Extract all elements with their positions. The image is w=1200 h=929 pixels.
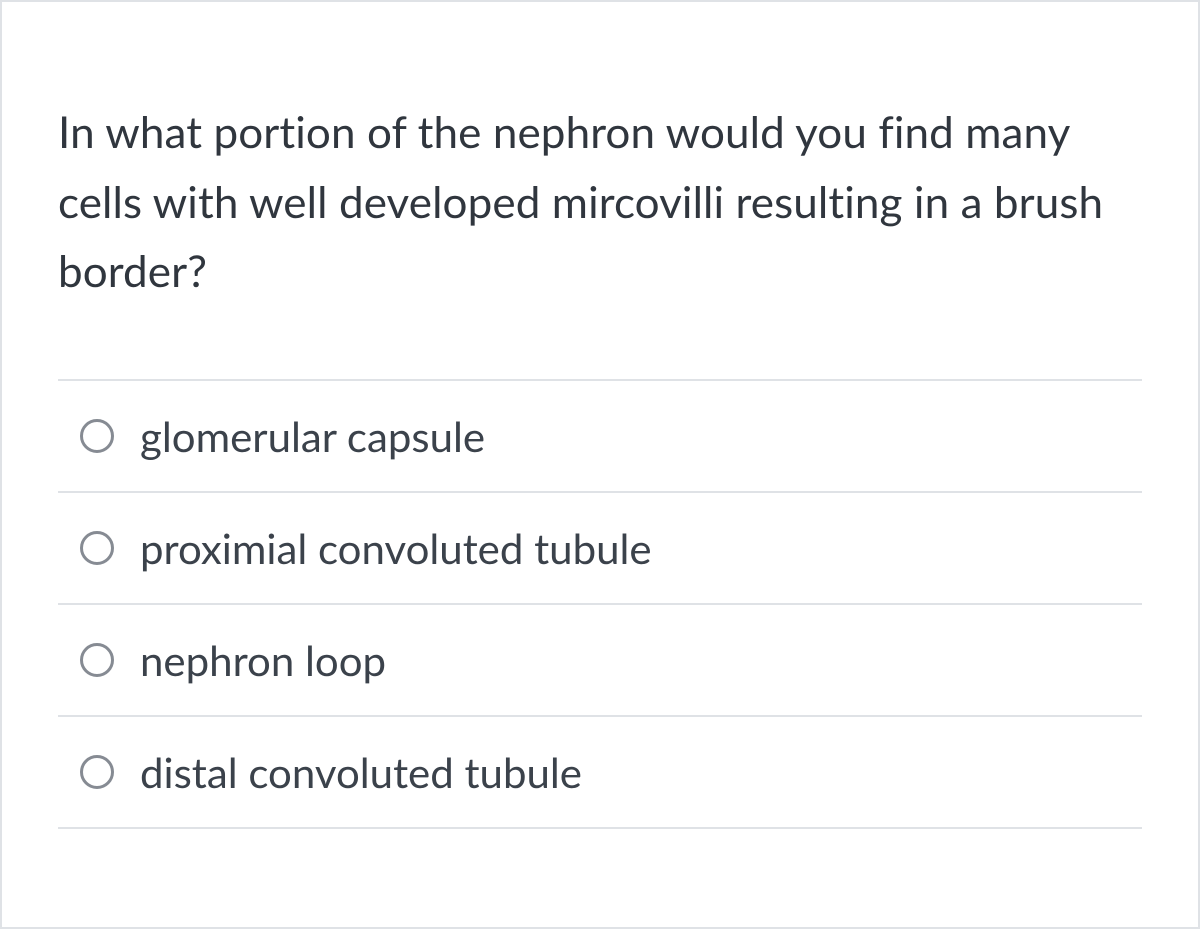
radio-icon[interactable] <box>80 643 114 677</box>
option-row[interactable]: distal convoluted tubule <box>58 715 1142 829</box>
option-row[interactable]: nephron loop <box>58 603 1142 715</box>
option-row[interactable]: proximial convoluted tubule <box>58 491 1142 603</box>
option-label: glomerular capsule <box>140 411 485 461</box>
radio-icon[interactable] <box>80 419 114 453</box>
options-list: glomerular capsule proximial convoluted … <box>58 379 1142 829</box>
option-label: nephron loop <box>140 635 386 685</box>
radio-icon[interactable] <box>80 755 114 789</box>
option-label: proximial convoluted tubule <box>140 523 652 573</box>
question-text: In what portion of the nephron would you… <box>58 98 1142 307</box>
radio-icon[interactable] <box>80 531 114 565</box>
option-label: distal convoluted tubule <box>140 747 582 797</box>
question-card: In what portion of the nephron would you… <box>0 0 1200 929</box>
option-row[interactable]: glomerular capsule <box>58 379 1142 491</box>
